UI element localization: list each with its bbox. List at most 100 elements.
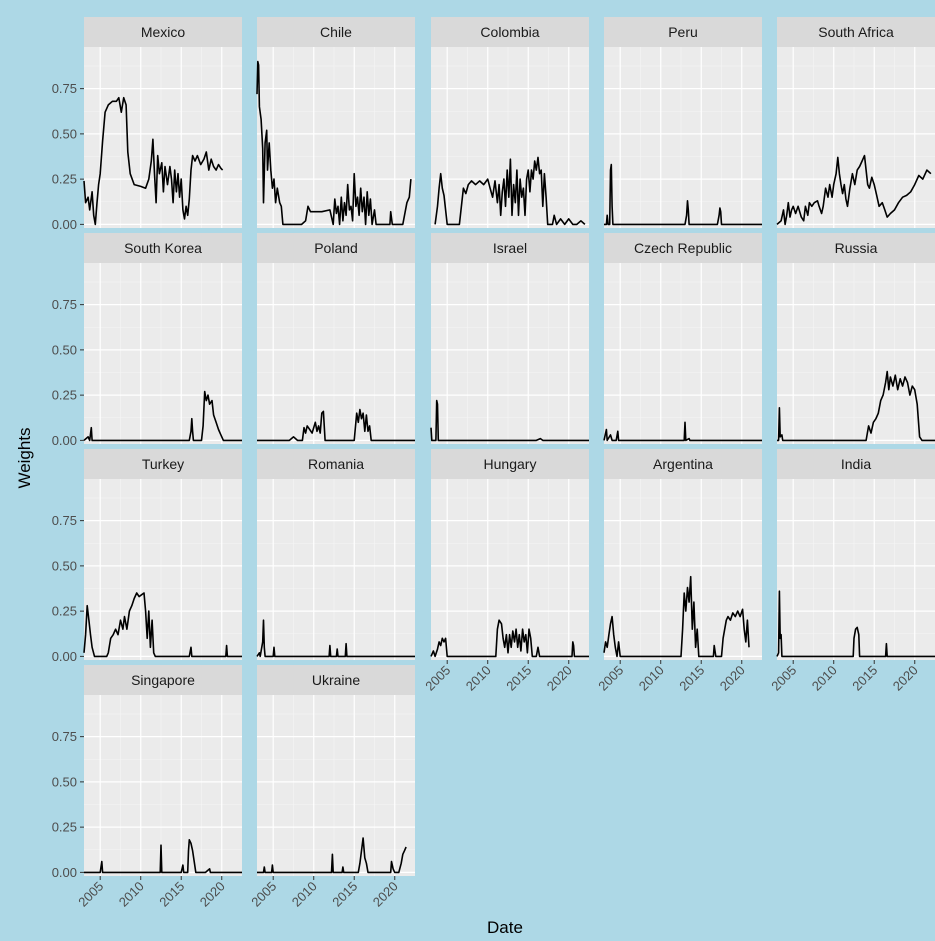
panel-background [431, 479, 589, 660]
facet-turkey: Turkey 0.00 0.25 0.50 0.75 [52, 449, 242, 664]
panel-background [777, 263, 935, 444]
y-tick-label: 0.25 [52, 172, 77, 187]
facet-strip [257, 233, 415, 263]
facet-strip-label: Turkey [142, 456, 184, 472]
facet-mexico: Mexico 0.00 0.25 0.50 0.75 [52, 17, 242, 232]
panel-background [84, 695, 242, 876]
facet-poland: Poland [257, 233, 415, 444]
y-tick-label: 0.50 [52, 342, 77, 357]
facet-strip-label: Ukraine [312, 672, 360, 688]
facet-south-africa: South Africa [776, 17, 935, 228]
series-line [257, 837, 407, 874]
facet-strip [604, 233, 762, 263]
facet-chile: Chile [256, 17, 415, 228]
facet-strip [777, 17, 935, 47]
y-tick-label: 0.25 [52, 388, 77, 403]
panel-background [84, 479, 242, 660]
facet-strip [604, 449, 762, 479]
facet-strip-label: Chile [320, 24, 352, 40]
facet-strip-label: Poland [314, 240, 358, 256]
facet-peru: Peru [604, 17, 762, 228]
facet-strip-label: Argentina [653, 456, 713, 472]
facet-strip-label: Russia [835, 240, 878, 256]
panel-background [257, 479, 415, 660]
facet-strip-label: India [841, 456, 872, 472]
series-line [84, 839, 242, 874]
y-tick-label: 0.75 [52, 297, 77, 312]
facet-strip-label: Peru [668, 24, 698, 40]
facet-strip-label: South Africa [818, 24, 894, 40]
y-tick-label: 0.50 [52, 774, 77, 789]
x-axis-title: Date [487, 918, 523, 937]
facet-panels: Mexico 0.00 0.25 0.50 0.75 Chile Colombia Peru S… [52, 17, 935, 910]
panel-background [257, 695, 415, 876]
facet-russia: Russia [777, 233, 935, 444]
facet-strip [431, 17, 589, 47]
facet-strip-label: Romania [308, 456, 364, 472]
facet-strip [777, 233, 935, 263]
series-line [434, 156, 586, 226]
series-line [430, 399, 589, 442]
facet-strip [777, 449, 935, 479]
y-tick-label: 0.50 [52, 558, 77, 573]
series-line [776, 590, 935, 658]
series-line [256, 619, 415, 658]
y-tick-label: 0.00 [52, 217, 77, 232]
series-line [257, 408, 415, 442]
y-tick-label: 0.25 [52, 604, 77, 619]
y-tick-label: 0.75 [52, 513, 77, 528]
series-line [83, 390, 242, 442]
facet-south-korea: South Korea 0.00 0.25 0.50 0.75 [52, 233, 242, 448]
facet-strip-label: Israel [493, 240, 527, 256]
facet-strip [257, 449, 415, 479]
facet-romania: Romania [256, 449, 415, 660]
panel-background [777, 479, 935, 660]
facet-strip [431, 233, 589, 263]
series-line [603, 575, 750, 658]
facet-strip-label: Colombia [480, 24, 539, 40]
facet-strip [604, 17, 762, 47]
facet-strip [84, 17, 242, 47]
facet-strip [84, 665, 242, 695]
facet-strip [257, 17, 415, 47]
series-line [604, 163, 762, 226]
panel-background [84, 47, 242, 228]
y-tick-label: 0.75 [52, 81, 77, 96]
facet-strip [84, 233, 242, 263]
panel-background [257, 47, 415, 228]
y-tick-label: 0.75 [52, 729, 77, 744]
y-tick-label: 0.00 [52, 649, 77, 664]
y-tick-label: 0.00 [52, 433, 77, 448]
facet-strip [257, 665, 415, 695]
y-tick-label: 0.25 [52, 820, 77, 835]
series-line [776, 154, 932, 226]
facet-strip-label: Hungary [484, 456, 537, 472]
facet-strip-label: Singapore [131, 672, 195, 688]
series-line [256, 60, 412, 226]
panel-background [84, 263, 242, 444]
y-axis-title: Weights [15, 427, 34, 488]
facet-israel: Israel [430, 233, 589, 444]
series-line [430, 619, 589, 658]
facet-colombia: Colombia [431, 17, 589, 228]
y-tick-label: 0.00 [52, 865, 77, 880]
facet-czech-republic: Czech Republic [603, 233, 762, 444]
facet-strip-label: South Korea [124, 240, 202, 256]
facet-strip [84, 449, 242, 479]
y-tick-label: 0.50 [52, 126, 77, 141]
panel-background [257, 263, 415, 444]
facet-strip-label: Mexico [141, 24, 186, 40]
series-line [83, 96, 224, 226]
panel-background [431, 263, 589, 444]
series-line [83, 592, 242, 658]
facet-strip-label: Czech Republic [634, 240, 732, 256]
facet-strip [431, 449, 589, 479]
series-line [777, 370, 935, 442]
series-line [603, 421, 762, 442]
